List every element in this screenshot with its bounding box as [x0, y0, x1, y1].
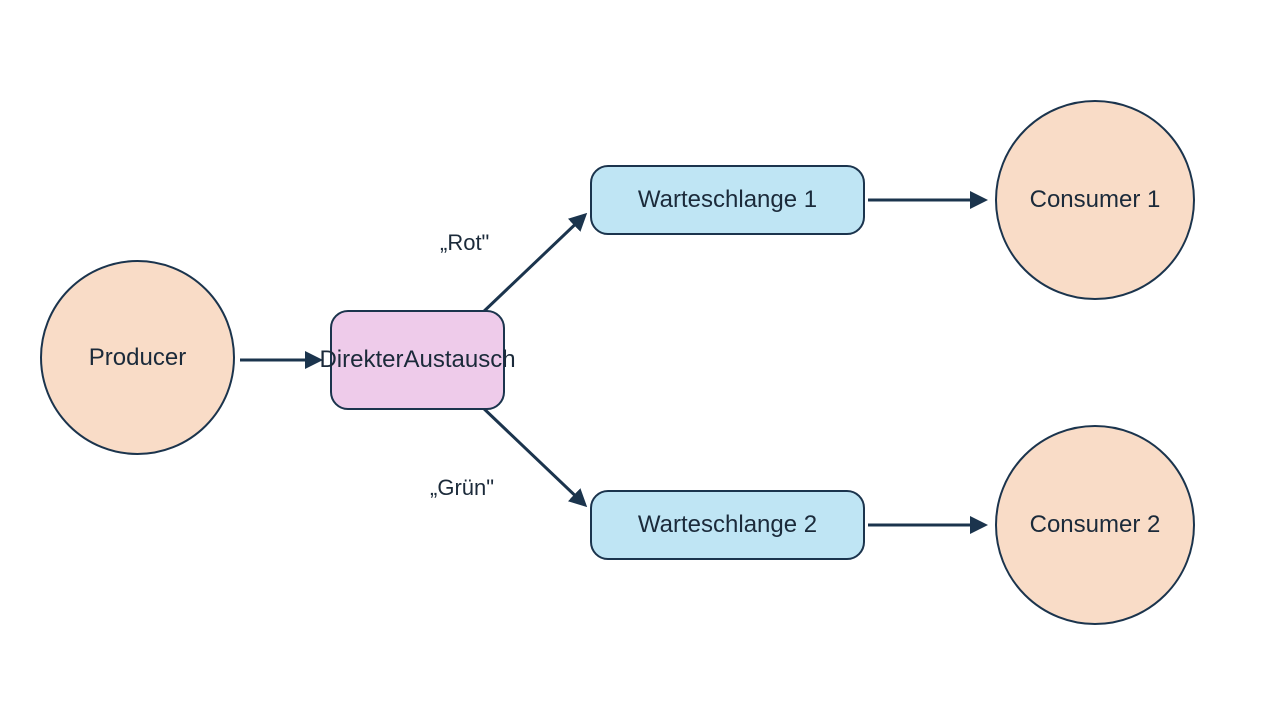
node-queue1: Warteschlange 1 [590, 165, 865, 235]
node-consumer1: Consumer 1 [995, 100, 1195, 300]
node-label-line: Direkter [319, 345, 403, 375]
edge-e3 [480, 405, 585, 505]
node-queue2: Warteschlange 2 [590, 490, 865, 560]
exchange-diagram: Producer DirekterAustausch Warteschlange 1… [0, 0, 1280, 720]
edge-e2 [480, 215, 585, 315]
node-exchange: DirekterAustausch [330, 310, 505, 410]
edge-label-e2: „Rot" [440, 230, 489, 256]
node-consumer2: Consumer 2 [995, 425, 1195, 625]
node-label-line: Austausch [403, 345, 515, 375]
node-producer: Producer [40, 260, 235, 455]
edge-label-e3: „Grün" [430, 475, 494, 501]
